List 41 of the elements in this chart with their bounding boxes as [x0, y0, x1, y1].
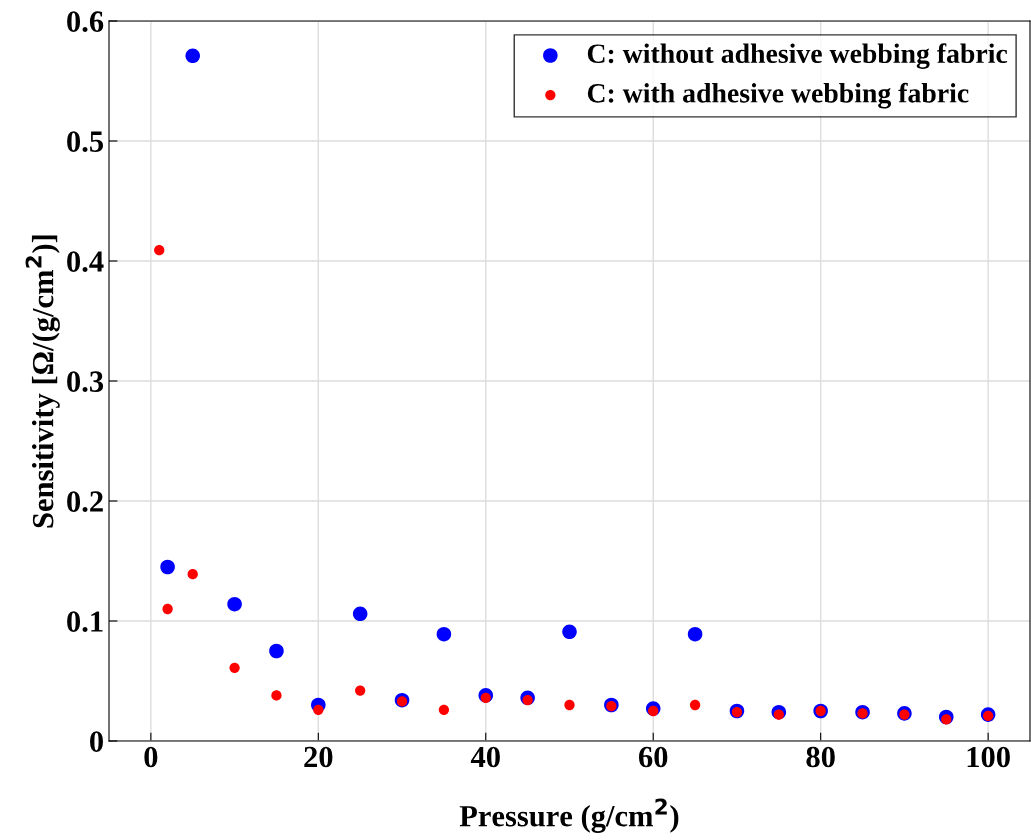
point: [857, 708, 868, 719]
y-tick-label: 0.3: [67, 371, 104, 393]
point: [160, 559, 175, 575]
point: [229, 662, 240, 673]
point: [162, 603, 173, 615]
point: [396, 696, 408, 707]
x-axis-title: Pressure (g/cm$^{2}$): [459, 798, 679, 833]
legend-label: C: without adhesive webbing fabric: [587, 43, 1008, 69]
y-tick-label: 0.5: [67, 131, 104, 153]
point: [187, 569, 198, 580]
point: [438, 704, 450, 715]
x-tick-label: 20: [304, 746, 333, 768]
x-tick-label: 100: [967, 746, 1010, 768]
y-tick-label: 0.2: [67, 491, 103, 513]
x-tick-label: 40: [470, 746, 500, 768]
point: [271, 690, 282, 701]
point: [687, 626, 703, 642]
point: [154, 245, 165, 256]
y-tick-label: 0.6: [67, 11, 104, 33]
point: [269, 643, 284, 659]
x-tick-label: 80: [806, 746, 835, 768]
point: [689, 699, 701, 711]
y-tick-label: 0: [90, 731, 103, 752]
y-tick-label: 0.1: [67, 611, 103, 633]
point: [480, 692, 491, 703]
x-tick-label: 0: [144, 746, 158, 768]
y-tick-label: 0.4: [67, 251, 104, 273]
point: [522, 695, 533, 706]
point: [731, 707, 743, 718]
legend-label: C: with adhesive webbing fabric: [587, 82, 969, 109]
point: [562, 624, 577, 640]
point: [352, 606, 368, 622]
point: [313, 704, 324, 715]
x-tick-label: 60: [639, 746, 668, 768]
point: [648, 705, 659, 717]
point: [227, 596, 242, 612]
point: [185, 48, 201, 64]
point: [355, 685, 366, 696]
point: [436, 626, 452, 642]
point: [564, 699, 575, 711]
y-axis-title: Sensitivity [Ω/(g/cm$^{2}$)]: [25, 235, 60, 528]
